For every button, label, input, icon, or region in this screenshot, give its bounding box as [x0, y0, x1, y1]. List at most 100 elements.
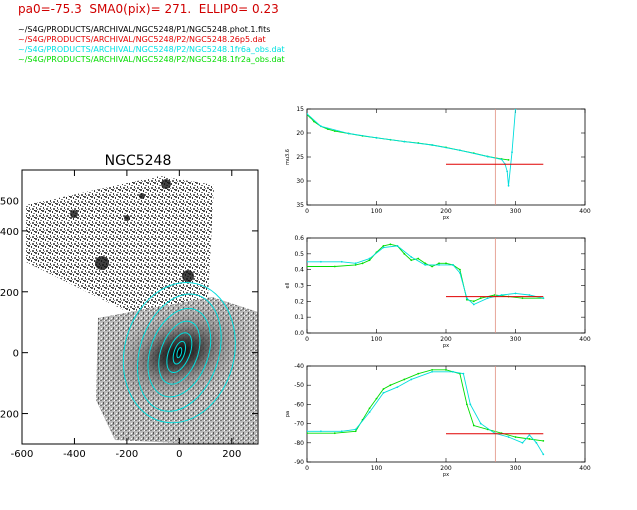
pa-panel-series-cyan: [307, 371, 544, 455]
file-line-26p5: ~/S4G/PRODUCTS/ARCHIVAL/NGC5248/P2/NGC52…: [18, 35, 266, 44]
sb-panel-point-cyan-13: [514, 109, 517, 110]
pa-panel-point-green-10: [431, 368, 433, 371]
pa-panel-point-green-4: [368, 407, 371, 410]
sb-panel-point-cyan-1: [320, 125, 322, 128]
sb-panel-xlabel: px: [443, 215, 449, 221]
pa-panel-xtick-label-3: 300: [510, 465, 522, 472]
pa-panel-point-cyan-2: [340, 430, 343, 433]
isophote-ellipse-3: [158, 320, 201, 385]
ell-panel-ytick-label-4: 0.4: [294, 267, 304, 274]
pa-panel-point-green-1: [333, 432, 336, 435]
pa-panel-ytick-label-3: -60: [294, 401, 304, 408]
image-region-upper: [26, 176, 214, 312]
file-line-1fr2a: ~/S4G/PRODUCTS/ARCHIVAL/NGC5248/P2/NGC52…: [18, 55, 285, 64]
pa-panel-point-green-6: [382, 388, 385, 390]
isophote-ellipse-4: [147, 307, 212, 398]
sb-panel-point-cyan-10: [506, 170, 509, 173]
ell-panel-point-cyan-6: [396, 245, 399, 247]
image-ytick-label-3: 400: [0, 227, 19, 238]
pa-panel-ylabel: pa: [285, 411, 291, 417]
ell-panel-point-cyan-8: [424, 264, 427, 266]
file-line-1fr6a: ~/S4G/PRODUCTS/ARCHIVAL/NGC5248/P2/NGC52…: [18, 45, 285, 54]
ell-panel-point-cyan-14: [486, 297, 489, 300]
ell-panel-ytick-label-2: 0.2: [294, 298, 304, 305]
sb-panel-ytick-label-1: 20: [296, 130, 304, 137]
ell-panel-point-green-0: [307, 265, 308, 268]
pa-panel-ytick-label-1: -80: [294, 440, 304, 447]
ellipticity-panel: 0 100 200 300 400 0.0 0.1 0.2 0.3 0.4 0.5 0.6 px ell: [285, 235, 591, 349]
position-angle-panel: 0 100 200 300 400 -90 -80 -70 -60 -50 -40 px pa: [285, 363, 591, 478]
sb-panel-point-cyan-4: [403, 140, 406, 143]
ell-panel-series-cyan: [307, 245, 544, 306]
pa-panel-xlabel: px: [443, 472, 449, 478]
star-0: [95, 256, 109, 270]
pa-panel-xtick-label-2: 200: [440, 465, 452, 472]
pa-panel-point-cyan-16: [528, 434, 531, 437]
pa-panel-point-green-9: [417, 372, 420, 375]
pa-panel-point-cyan-12: [479, 422, 482, 425]
sb-panel-series-green: [307, 114, 509, 161]
ell-panel-point-green-7: [389, 243, 392, 246]
pa-panel-point-cyan-8: [431, 370, 433, 373]
isophote-ellipse-0: [176, 347, 183, 359]
sb-panel-xtick-label-0: 0: [305, 208, 309, 215]
ell-panel-point-green-4: [368, 259, 371, 262]
isophote-ellipse-5: [137, 293, 222, 412]
ell-panel-ytick-label-1: 0.1: [294, 314, 304, 321]
sb-panel-ytick-label-0: 15: [296, 106, 304, 113]
sb-panel-point-cyan-7: [486, 155, 489, 158]
file-line-fits: ~/S4G/PRODUCTS/ARCHIVAL/NGC5248/P1/NGC52…: [18, 25, 271, 34]
surface-brightness-panel: 0 100 200 300 400 15 20 25 30 35 px mu3.6: [285, 106, 591, 221]
star-4: [124, 215, 130, 221]
isophote-ellipse-1: [172, 340, 187, 365]
ell-panel-point-green-9: [403, 252, 406, 255]
pa-panel-xtick-label-1: 100: [371, 465, 383, 472]
pa-panel-point-cyan-0: [307, 430, 308, 433]
pa-panel-point-cyan-5: [382, 391, 385, 394]
sb-panel-point-green-18: [507, 158, 510, 161]
ell-panel-point-cyan-12: [465, 297, 468, 300]
sb-panel-xtick-label-2: 200: [440, 208, 452, 215]
ell-panel-xtick-label-1: 100: [371, 336, 383, 343]
ell-panel-point-green-1: [333, 265, 336, 268]
sb-panel-point-cyan-3: [375, 136, 378, 139]
ell-panel-point-green-11: [417, 257, 420, 260]
ell-panel-point-green-3: [361, 262, 364, 265]
sb-panel-point-cyan-11: [507, 184, 510, 187]
galaxy-image-panel: NGC5248 -600 -400 -200 0 200 200 0 200 400 500: [0, 153, 259, 460]
image-xtick-label-4: 200: [222, 449, 241, 460]
image-xtick-label-2: -200: [116, 449, 139, 460]
ell-panel-plot-area: [307, 238, 545, 333]
sb-panel-xtick-label-1: 100: [371, 208, 383, 215]
ell-panel-point-cyan-0: [307, 260, 308, 263]
pa-panel-point-green-5: [375, 397, 378, 400]
sb-panel-point-cyan-5: [431, 144, 433, 146]
ell-panel-point-cyan-5: [382, 246, 385, 249]
pa-panel-point-green-11: [445, 368, 447, 371]
ell-panel-ylabel: ell: [285, 283, 291, 289]
pa-panel-point-cyan-14: [507, 436, 510, 438]
sb-panel-point-green-5: [333, 130, 336, 132]
sb-panel-series-cyan: [307, 109, 516, 186]
image-xtick-label-1: -400: [63, 449, 86, 460]
pa-panel-point-green-7: [389, 384, 392, 387]
ell-panel-point-cyan-16: [514, 292, 517, 295]
ell-panel-point-green-19: [472, 300, 475, 303]
sb-panel-ytick-label-2: 25: [296, 154, 304, 161]
pa-panel-point-cyan-7: [410, 378, 413, 381]
pa-panel-ytick-label-0: -90: [294, 459, 304, 466]
sb-panel-ytick-label-4: 35: [296, 202, 304, 209]
sb-panel-point-cyan-12: [511, 151, 513, 154]
ell-panel-ytick-label-6: 0.6: [294, 235, 304, 242]
sb-panel-point-cyan-2: [347, 132, 350, 135]
sb-panel-point-cyan-6: [459, 149, 461, 152]
ell-panel-point-green-6: [382, 245, 385, 247]
ell-panel-point-cyan-3: [354, 262, 357, 265]
pa-panel-ytick-label-4: -50: [294, 382, 304, 389]
image-ytick-label-2: 200: [0, 288, 19, 299]
star-3: [70, 210, 78, 218]
ell-panel-point-green-14: [438, 262, 440, 265]
ell-panel-xtick-label-3: 300: [510, 336, 522, 343]
sb-panel-ylabel: mu3.6: [285, 149, 291, 165]
